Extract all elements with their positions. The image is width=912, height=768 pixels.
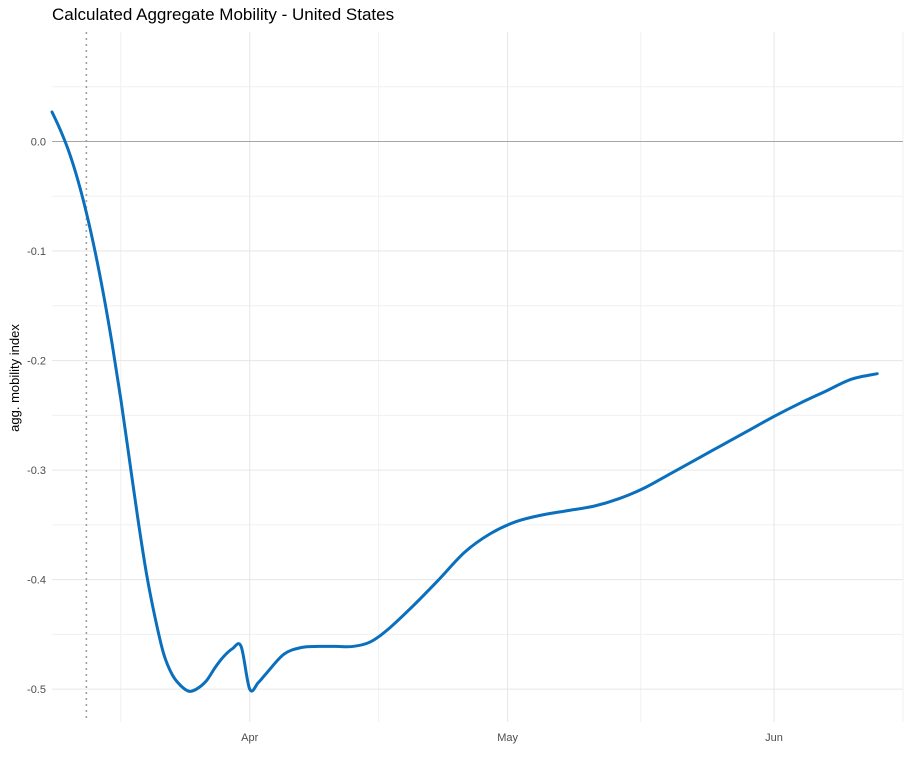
minor-gridlines: [52, 32, 904, 722]
x-tick-label: Apr: [241, 732, 258, 744]
y-axis-title: agg. mobility index: [7, 324, 22, 432]
x-tick-label: May: [497, 732, 518, 744]
y-tick-label: -0.5: [27, 684, 46, 696]
x-tick-label: Jun: [765, 732, 783, 744]
y-tick-label: -0.1: [27, 246, 46, 258]
chart-title: Calculated Aggregate Mobility - United S…: [52, 5, 395, 24]
y-axis-ticks: 0.0 -0.1 -0.2 -0.3 -0.4 -0.5: [27, 137, 46, 697]
y-tick-label: 0.0: [31, 137, 46, 149]
y-tick-label: -0.4: [27, 575, 46, 587]
x-axis-ticks: Apr May Jun: [241, 732, 783, 744]
y-tick-label: -0.3: [27, 465, 46, 477]
series-layer: [50, 110, 879, 693]
reference-lines: [52, 32, 903, 722]
major-gridlines: [52, 32, 903, 722]
y-tick-label: -0.2: [27, 356, 46, 368]
series-line: [50, 110, 879, 693]
